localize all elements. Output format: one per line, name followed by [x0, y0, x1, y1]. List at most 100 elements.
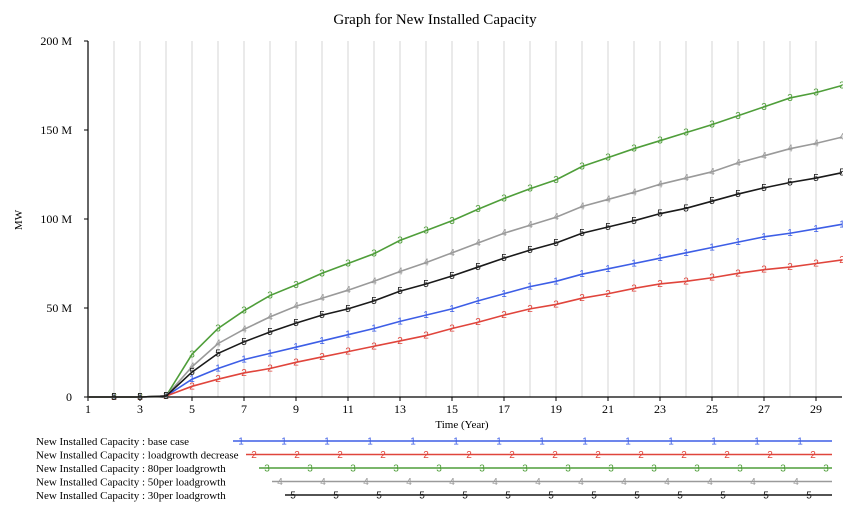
legend-label: New Installed Capacity : base case — [36, 436, 189, 448]
legend-marker: 4 — [621, 477, 627, 488]
legend-marker: 1 — [324, 437, 330, 448]
series-marker: 2 — [449, 323, 455, 334]
legend-marker: 1 — [453, 437, 459, 448]
legend-marker: 2 — [638, 450, 644, 461]
series-marker: 4 — [267, 312, 273, 323]
legend-marker: 3 — [264, 464, 270, 475]
series-marker: 2 — [319, 352, 325, 363]
legend-marker: 1 — [496, 437, 502, 448]
legend-marker: 1 — [797, 437, 803, 448]
series-marker: 5 — [215, 348, 221, 359]
x-tick-label: 17 — [498, 402, 510, 416]
legend-marker: 1 — [410, 437, 416, 448]
y-tick-label: 50 M — [46, 301, 72, 315]
x-tick-label: 3 — [137, 402, 143, 416]
series-marker: 3 — [839, 81, 843, 92]
series-marker: 5 — [761, 183, 767, 194]
series-marker: 3 — [475, 204, 481, 215]
series-marker: 5 — [345, 304, 351, 315]
legend-marker: 4 — [449, 477, 455, 488]
series-marker: 5 — [371, 296, 377, 307]
series-marker: 2 — [423, 331, 429, 342]
series-marker: 1 — [423, 310, 429, 321]
legend-marker: 4 — [578, 477, 584, 488]
series-marker: 3 — [709, 120, 715, 131]
legend-marker: 3 — [737, 464, 743, 475]
legend-marker: 4 — [492, 477, 498, 488]
series-marker: 4 — [553, 212, 559, 223]
grid — [113, 41, 817, 397]
series-marker: 4 — [501, 228, 507, 239]
series-marker: 3 — [267, 291, 273, 302]
series-marker: 5 — [735, 189, 741, 200]
legend-marker: 3 — [350, 464, 356, 475]
series-marker: 1 — [787, 228, 793, 239]
legend-marker: 3 — [694, 464, 700, 475]
legend-marker: 5 — [505, 491, 511, 502]
series-marker: 1 — [813, 224, 819, 235]
series-marker: 3 — [371, 249, 377, 260]
series-line — [88, 223, 843, 398]
x-tick-label: 29 — [810, 402, 822, 416]
series-marker: 5 — [683, 203, 689, 214]
series-marker: 5 — [267, 327, 273, 338]
series-marker: 4 — [293, 301, 299, 312]
x-tick-label: 5 — [189, 402, 195, 416]
legend-marker: 2 — [337, 450, 343, 461]
legend-marker: 2 — [466, 450, 472, 461]
series-marker: 5 — [163, 391, 169, 402]
legend: New Installed Capacity : base case 1 1 1 1 1 1… — [36, 436, 832, 502]
series-marker: 2 — [527, 304, 533, 315]
series-marker: 1 — [475, 296, 481, 307]
legend-marker: 3 — [823, 464, 829, 475]
legend-marker: 4 — [277, 477, 283, 488]
series-marker: 4 — [605, 194, 611, 205]
series-marker: 2 — [579, 293, 585, 304]
legend-marker: 2 — [294, 450, 300, 461]
series-marker: 2 — [397, 336, 403, 347]
series-marker: 1 — [709, 242, 715, 253]
legend-marker: 5 — [462, 491, 468, 502]
series-marker: 4 — [579, 202, 585, 213]
x-tick-label: 25 — [706, 402, 718, 416]
series-marker: 4 — [839, 132, 843, 143]
legend-marker: 4 — [535, 477, 541, 488]
series-marker: 1 — [397, 316, 403, 327]
x-tick-label: 15 — [446, 402, 458, 416]
series-marker: 1 — [241, 355, 247, 366]
legend-marker: 1 — [367, 437, 373, 448]
legend-marker: 2 — [423, 450, 429, 461]
legend-marker: 5 — [677, 491, 683, 502]
series-marker: 2 — [735, 268, 741, 279]
series-marker: 1 — [683, 248, 689, 259]
series-line — [88, 136, 843, 398]
legend-marker: 3 — [780, 464, 786, 475]
series-line — [88, 84, 843, 398]
series-marker: 5 — [527, 245, 533, 256]
series-marker: 3 — [579, 161, 585, 172]
series-marker: 1 — [215, 364, 221, 375]
series-marker: 5 — [553, 238, 559, 249]
series-marker: 3 — [631, 144, 637, 155]
series-marker: 5 — [501, 253, 507, 264]
legend-marker: 2 — [380, 450, 386, 461]
series-marker: 2 — [241, 368, 247, 379]
series-marker: 5 — [787, 178, 793, 189]
legend-marker: 4 — [664, 477, 670, 488]
legend-marker: 3 — [651, 464, 657, 475]
legend-marker: 5 — [290, 491, 296, 502]
series-marker: 2 — [761, 265, 767, 276]
series-marker: 3 — [605, 153, 611, 164]
legend-marker: 5 — [548, 491, 554, 502]
series-marker: 2 — [683, 276, 689, 287]
series-marker: 1 — [657, 253, 663, 264]
series-marker: 4 — [527, 220, 533, 231]
legend-marker: 1 — [238, 437, 244, 448]
legend-marker: 5 — [419, 491, 425, 502]
legend-marker: 4 — [707, 477, 713, 488]
series-marker: 1 — [189, 374, 195, 385]
legend-marker: 2 — [552, 450, 558, 461]
series-marker: 2 — [657, 279, 663, 290]
series-marker: 3 — [423, 226, 429, 237]
